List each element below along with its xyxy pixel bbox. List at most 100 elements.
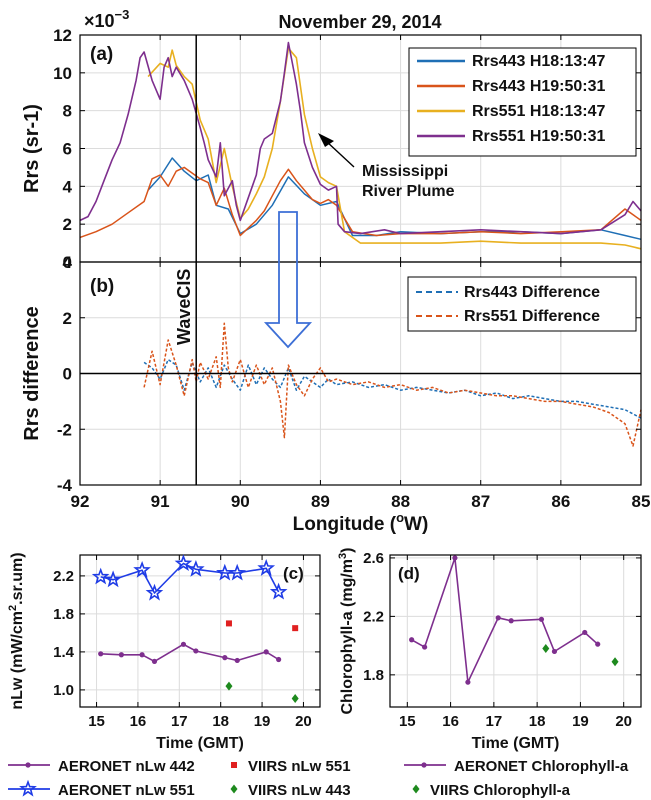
panel-c-xtick-label: 18 (212, 713, 229, 730)
panel-a-ytick-label: 2 (63, 215, 72, 234)
panel-b-xtick-label: 89 (311, 492, 330, 511)
series-rrs551-difference (143, 322, 642, 447)
panel-c-xlabel: Time (GMT) (156, 735, 244, 752)
viirs-chlorophyll-a-point (611, 657, 619, 667)
viirs-nlw-443-point (225, 681, 233, 691)
viirs-nlw-551-point (292, 625, 299, 632)
axis-exponent-power: −3 (115, 7, 130, 22)
aeronet-chlorophyll-a-point (508, 618, 514, 624)
aeronet-chlorophyll-a-point (452, 555, 458, 561)
panel-b-xtick-label: 87 (471, 492, 490, 511)
aeronet-nlw-442-point (234, 657, 240, 664)
panel-c-xtick-label: 16 (130, 713, 147, 730)
bottom-legend-swatch-marker (421, 762, 427, 768)
aeronet-chlorophyll-a-line (411, 557, 599, 684)
aeronet-nlw-551-point (269, 582, 288, 600)
panel-a-legend-label: Rrs551 H18:13:47 (472, 103, 606, 120)
panel-a-ytick-label: 0 (63, 253, 72, 272)
aeronet-nlw-551-point (104, 570, 122, 588)
panel-c-label: (c) (283, 564, 304, 583)
panel-d-frame (389, 554, 642, 708)
panel-d-ylabel: Chlorophyll-a (mg/m3) (337, 547, 356, 714)
panel-c-ytick-label: 1.8 (53, 606, 74, 623)
bottom-legend-label: VIIRS Chlorophyll-a (430, 782, 571, 799)
panel-d-xtick-label: 15 (399, 713, 416, 730)
aeronet-chlorophyll-a-point (595, 641, 601, 647)
bottom-legend-swatch-marker (25, 762, 31, 768)
aeronet-nlw-551-point (145, 583, 164, 601)
panel-c-xtick-label: 20 (295, 713, 312, 730)
panel-b-xtick-label: 90 (231, 492, 250, 511)
panel-d-ylabel-superscript: 3 (337, 553, 349, 559)
panel-c-xtick-label: 15 (88, 713, 105, 730)
series-rrs551-h19 (79, 41, 642, 235)
panel-b-legend-label: Rrs443 Difference (464, 284, 600, 301)
panel-b-xtick-label: 92 (71, 492, 90, 511)
panel-a-legend-label: Rrs551 H19:50:31 (472, 128, 606, 145)
bottom-legend-label: AERONET nLw 442 (58, 758, 195, 775)
bottom-legend-label: AERONET nLw 551 (58, 782, 195, 799)
panel-c-ylabel-tail: .sr.um) (9, 552, 26, 604)
panel-b-legend-box (407, 276, 637, 332)
panel-a-ytick-label: 4 (63, 177, 73, 196)
panel-a-ytick-label: 6 (63, 140, 72, 159)
aeronet-chlorophyll-a-point (582, 629, 588, 636)
aeronet-chlorophyll-a-point (465, 679, 471, 685)
bottom-legend-label: VIIRS nLw 443 (248, 782, 351, 799)
panel-d-xtick-label: 17 (486, 713, 503, 730)
aeronet-nlw-442-point (118, 652, 124, 658)
panel-d-xlabel: Time (GMT) (472, 735, 560, 752)
panel-b-ytick-label: -2 (57, 420, 72, 439)
panel-b-xtick-label: 85 (632, 492, 651, 511)
aeronet-nlw-442-point (222, 655, 228, 661)
series-rrs443-h19 (79, 166, 642, 239)
aeronet-chlorophyll-a-point (422, 644, 428, 650)
panel-d-ytick-label: 2.2 (363, 608, 384, 625)
aeronet-nlw-442-point (139, 652, 145, 658)
panel-d-ytick-label: 2.6 (363, 550, 384, 567)
panel-c-ylabel: nLw (mW/cm2.sr.um) (7, 552, 26, 709)
bottom-legend-label: AERONET Chlorophyll-a (454, 758, 629, 775)
plume-arrow-head (318, 133, 334, 147)
panel-a-ytick-label: 10 (53, 64, 72, 83)
degree-mark: o (396, 510, 404, 525)
aeronet-nlw-442-point (263, 649, 269, 655)
aeronet-nlw-551-point (174, 554, 193, 572)
aeronet-nlw-551-point (133, 560, 151, 578)
panel-d-ytick-label: 1.8 (363, 667, 384, 684)
axis-exponent: ×10−3 (84, 7, 129, 31)
panel-a-legend-label: Rrs443 H19:50:31 (472, 78, 606, 95)
panel-d-xtick-label: 20 (615, 713, 632, 730)
bottom-legend-swatch-marker (412, 784, 420, 794)
panel-b-ytick-label: 4 (63, 253, 73, 272)
xlabel-unit: W) (404, 514, 428, 535)
panel-a-label: (a) (90, 44, 113, 65)
panel-d-label: (d) (398, 564, 420, 583)
panel-b-xtick-label: 86 (551, 492, 570, 511)
page-title: November 29, 2014 (278, 12, 441, 32)
aeronet-chlorophyll-a-point (409, 637, 415, 643)
panel-d-xtick-label: 19 (572, 713, 589, 730)
panel-c-xtick-label: 19 (254, 713, 271, 730)
panel-b-xtick-label: 88 (391, 492, 410, 511)
aeronet-chlorophyll-a-point (495, 615, 501, 621)
aeronet-nlw-551-point (257, 558, 276, 576)
panel-d-ylabel-tail: ) (339, 547, 356, 552)
plume-label-line1: Mississippi (362, 163, 448, 180)
aeronet-nlw-442-line (100, 643, 280, 663)
panel-b-ytick-label: -4 (57, 476, 73, 495)
series-rrs443-difference (143, 358, 642, 419)
viirs-chlorophyll-a-point (542, 644, 550, 654)
panel-b-ytick-label: 0 (63, 365, 72, 384)
panel-b-ylabel: Rrs difference (21, 306, 43, 441)
aeronet-nlw-551-point (187, 560, 205, 577)
aeronet-nlw-551-point (228, 563, 247, 581)
panel-b-xlabel: Longitude (oW) (293, 510, 429, 535)
bottom-legend-swatch-marker (230, 784, 238, 794)
panel-b-ytick-label: 2 (63, 309, 72, 328)
panel-a-ytick-label: 12 (53, 26, 72, 45)
aeronet-nlw-551-point (91, 567, 110, 585)
bottom-legend-swatch-marker (231, 762, 237, 768)
plume-label-line2: River Plume (362, 183, 455, 200)
